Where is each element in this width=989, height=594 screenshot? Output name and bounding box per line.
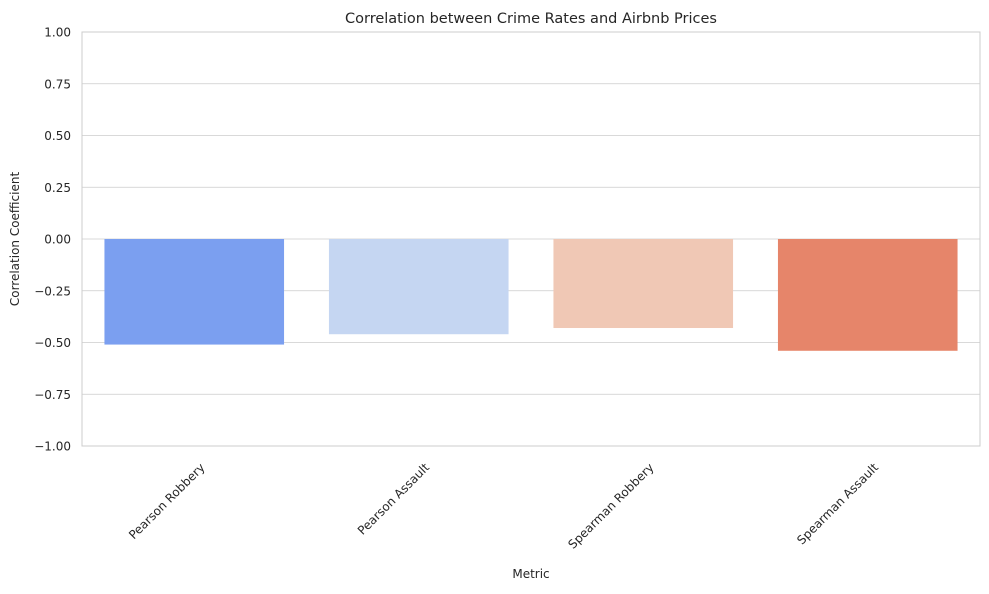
y-tick-label: −0.75 — [34, 388, 71, 402]
y-axis-label: Correlation Coefficient — [8, 172, 22, 307]
x-tick-label: Pearson Robbery — [126, 460, 208, 542]
chart-title: Correlation between Crime Rates and Airb… — [345, 11, 717, 27]
y-tick-label: 1.00 — [44, 26, 71, 40]
x-axis-label: Metric — [512, 567, 549, 581]
x-tick-labels: Pearson Robbery Pearson Assault Spearman R… — [126, 460, 881, 551]
y-tick-label: −1.00 — [34, 440, 71, 454]
y-tick-label: 0.75 — [44, 77, 71, 91]
y-tick-label: −0.50 — [34, 336, 71, 350]
y-tick-labels: 1.00 0.75 0.50 0.25 0.00 −0.25 −0.50 −0.75 −1.00 — [34, 26, 71, 454]
x-tick-label: Pearson Assault — [355, 460, 432, 537]
bar-pearson-robbery — [104, 239, 284, 345]
y-tick-label: 0.25 — [44, 181, 71, 195]
y-tick-label: −0.25 — [34, 284, 71, 298]
y-tick-label: 0.50 — [44, 129, 71, 143]
y-tick-label: 0.00 — [44, 233, 71, 247]
bar-spearman-assault — [778, 239, 958, 351]
bars-layer — [104, 239, 957, 351]
x-tick-label: Spearman Robbery — [565, 460, 656, 551]
bar-pearson-assault — [329, 239, 509, 334]
bar-spearman-robbery — [553, 239, 733, 328]
x-tick-label: Spearman Assault — [794, 460, 881, 547]
